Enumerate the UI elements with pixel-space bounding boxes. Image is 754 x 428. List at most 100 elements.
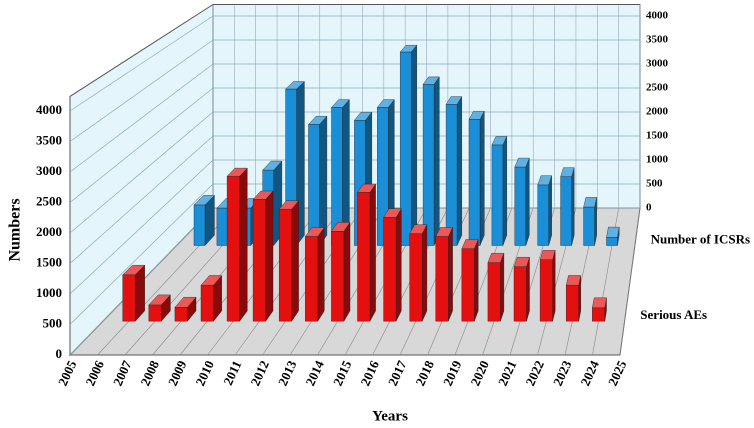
- bar-top: [193, 195, 215, 206]
- bar-top: [468, 110, 485, 120]
- bar: [583, 197, 597, 246]
- x-tick-label: 2013: [275, 358, 300, 388]
- bar: [409, 224, 428, 322]
- x-tick-label: 2012: [247, 358, 272, 388]
- bar-side: [395, 207, 402, 322]
- bar-front: [560, 176, 572, 246]
- bar-top: [399, 45, 418, 53]
- x-tick-label: 2007: [110, 358, 135, 388]
- bar-front: [252, 199, 266, 322]
- bar-front: [592, 307, 605, 322]
- bar-top: [422, 76, 440, 85]
- y2-tick-label: 2500: [646, 82, 669, 94]
- x-tick-label: 2005: [55, 358, 80, 388]
- y-tick-label: 3000: [36, 163, 62, 178]
- bar-top: [252, 190, 274, 200]
- bar-side: [571, 167, 575, 246]
- series-label: Serious AEs: [640, 307, 707, 322]
- bar: [226, 167, 248, 322]
- bar-top: [357, 183, 376, 193]
- y2-tick-label: 3500: [646, 34, 669, 46]
- bar-front: [491, 144, 504, 246]
- bar: [304, 226, 325, 322]
- bar: [461, 239, 479, 322]
- x-tick-label: 2006: [82, 358, 107, 388]
- x-tick-label: 2024: [577, 358, 602, 388]
- y2-tick-label: 1000: [646, 154, 669, 166]
- y-tick-label: 4000: [36, 102, 62, 117]
- bar: [539, 250, 556, 322]
- bar-front: [409, 233, 423, 322]
- bar-top: [560, 167, 575, 177]
- bar: [565, 275, 582, 322]
- bar-side: [317, 226, 325, 322]
- bar: [357, 183, 376, 322]
- grid-line: [69, 39, 214, 142]
- bar-side: [411, 44, 417, 246]
- x-tick-label: 2023: [550, 358, 575, 388]
- x-tick-label: 2025: [605, 358, 630, 388]
- bar-top: [592, 297, 607, 308]
- bar-front: [148, 304, 162, 322]
- bar: [148, 294, 171, 322]
- bar-top: [514, 157, 530, 168]
- bar-top: [513, 257, 530, 267]
- bar: [445, 95, 463, 246]
- bar-top: [308, 115, 328, 125]
- bar-top: [122, 265, 146, 275]
- bar-front: [400, 51, 412, 246]
- bar-front: [461, 248, 475, 322]
- y2-tick-label: 0: [646, 202, 652, 214]
- bar-front: [193, 204, 206, 246]
- bar-front: [487, 262, 501, 322]
- y-tick-label: 1500: [36, 254, 62, 269]
- bar-side: [319, 115, 328, 247]
- y2-tick-label: 2000: [646, 106, 669, 118]
- x-tick-label: 2018: [412, 358, 437, 388]
- bar-top: [435, 227, 453, 237]
- y-tick-label: 2000: [36, 224, 62, 239]
- bar-front: [200, 285, 214, 322]
- bar: [487, 252, 505, 322]
- bar-side: [422, 224, 428, 322]
- bar-front: [226, 175, 240, 322]
- bar: [513, 257, 530, 322]
- bar-top: [376, 99, 395, 108]
- bar-front: [122, 274, 136, 322]
- bar-front: [583, 206, 595, 246]
- bar-side: [369, 183, 376, 322]
- x-tick-label: 2017: [385, 358, 410, 388]
- y2-tick-label: 3000: [646, 58, 669, 70]
- y-tick-label: 1000: [36, 285, 62, 300]
- bar-side: [526, 257, 530, 322]
- bar-top: [383, 208, 402, 218]
- bar-front: [566, 285, 579, 322]
- bar-front: [513, 266, 527, 322]
- bar-top: [331, 99, 350, 108]
- y2-tick-label: 500: [646, 178, 663, 190]
- bar: [422, 76, 440, 246]
- x-tick-label: 2022: [522, 358, 547, 388]
- bar: [491, 136, 508, 246]
- bar: [537, 175, 552, 246]
- bar-top: [487, 252, 505, 263]
- x-tick-label: 2009: [165, 358, 190, 388]
- x-tick-label: 2019: [440, 358, 465, 388]
- bar-front: [216, 207, 229, 246]
- bar: [200, 274, 223, 322]
- bar-side: [265, 190, 274, 322]
- bar-top: [200, 275, 223, 286]
- bar-front: [331, 231, 345, 322]
- bar-front: [606, 237, 618, 246]
- bar-front: [279, 208, 292, 322]
- bar-top: [285, 81, 305, 90]
- bar-side: [479, 111, 485, 246]
- y2-tick-label: 1500: [646, 130, 669, 142]
- bar-top: [226, 167, 248, 177]
- bar-top: [353, 111, 373, 121]
- series-label: Number of ICSRs: [651, 231, 750, 246]
- bar-top: [304, 227, 325, 237]
- bar-front: [539, 259, 553, 322]
- x-tick-label: 2010: [192, 358, 217, 388]
